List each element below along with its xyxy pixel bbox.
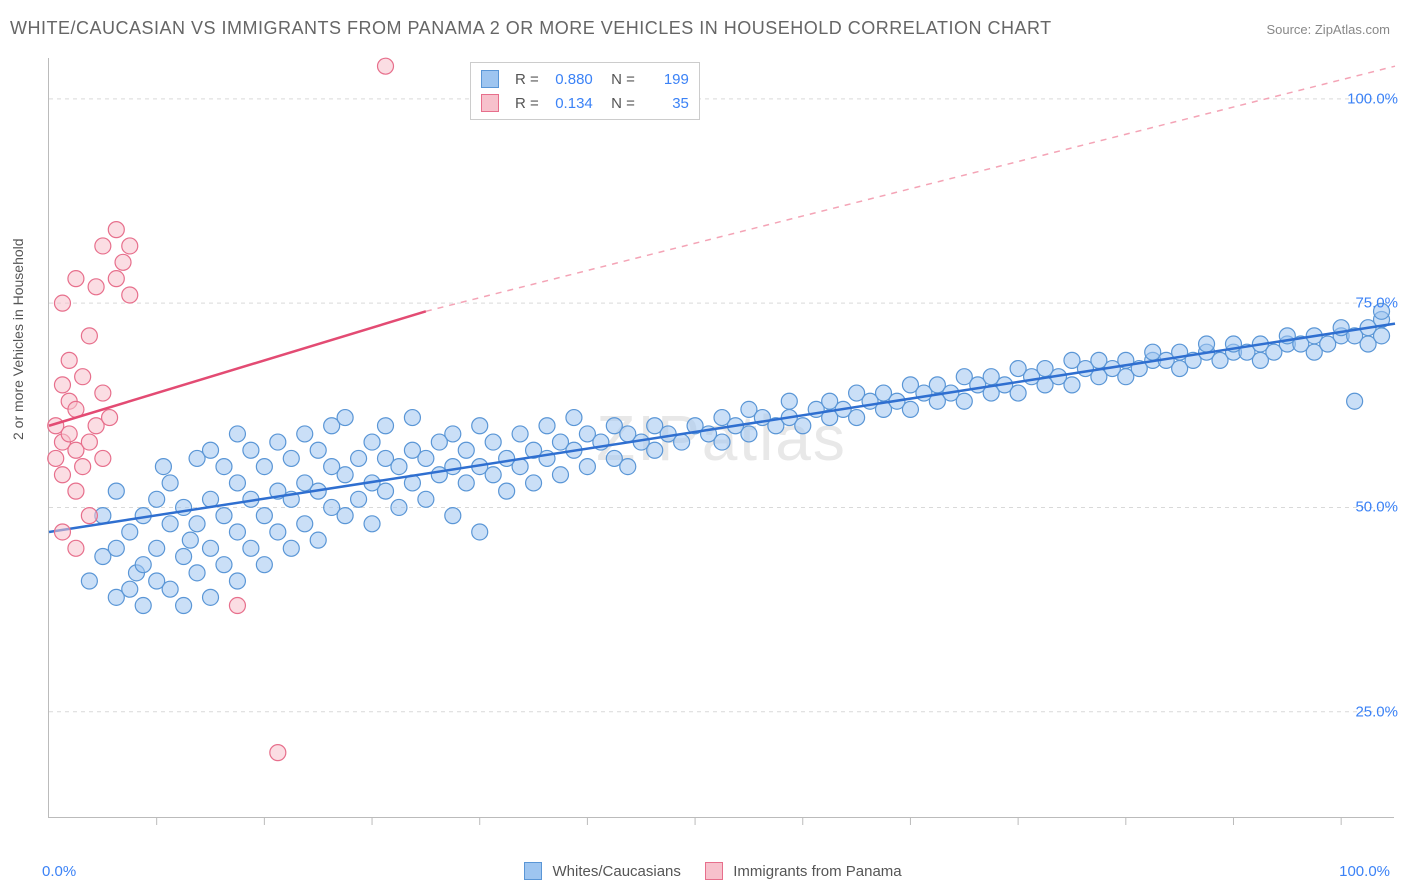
plot-area: ZIPatlas [48,58,1394,818]
legend-n-label: N = [603,71,635,88]
y-axis-label: 2 or more Vehicles in Household [10,238,26,440]
bottom-label-whites: Whites/Caucasians [553,863,681,880]
bottom-swatch-whites [524,862,542,880]
chart-title: WHITE/CAUCASIAN VS IMMIGRANTS FROM PANAM… [10,18,1052,39]
bottom-label-panama: Immigrants from Panama [733,863,901,880]
legend-n-value-whites: 199 [641,71,689,88]
scatter-svg [49,58,1395,818]
y-tick-label: 100.0% [1347,90,1398,107]
legend-swatch-whites [481,70,499,88]
legend-row-panama: R = 0.134 N = 35 [481,91,689,115]
legend-n-label: N = [603,95,635,112]
y-tick-label: 50.0% [1355,499,1398,516]
legend-r-value-panama: 0.134 [545,95,593,112]
legend-r-label: R = [515,71,539,88]
legend-swatch-panama [481,94,499,112]
legend-row-whites: R = 0.880 N = 199 [481,67,689,91]
y-tick-label: 25.0% [1355,703,1398,720]
bottom-legend: Whites/Caucasians Immigrants from Panama [0,862,1406,880]
legend-n-value-panama: 35 [641,95,689,112]
chart-source: Source: ZipAtlas.com [1266,22,1390,37]
bottom-swatch-panama [705,862,723,880]
legend-correlation-box: R = 0.880 N = 199 R = 0.134 N = 35 [470,62,700,120]
y-tick-label: 75.0% [1355,295,1398,312]
legend-r-label: R = [515,95,539,112]
correlation-chart: WHITE/CAUCASIAN VS IMMIGRANTS FROM PANAM… [0,0,1406,892]
legend-r-value-whites: 0.880 [545,71,593,88]
